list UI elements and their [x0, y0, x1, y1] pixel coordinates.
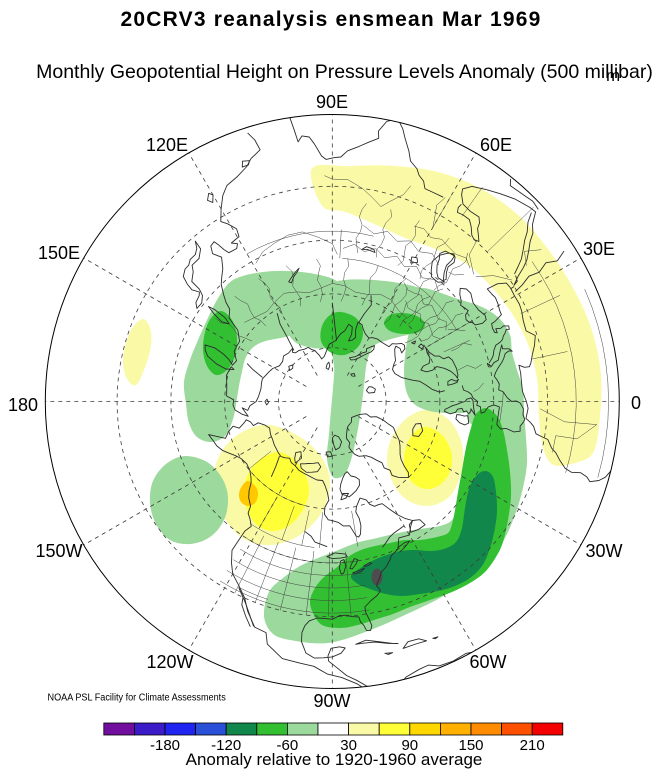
svg-text:0: 0	[631, 393, 641, 413]
svg-text:90W: 90W	[313, 691, 350, 711]
svg-text:-120: -120	[211, 737, 241, 754]
svg-text:120W: 120W	[146, 652, 193, 672]
svg-text:150: 150	[458, 737, 483, 754]
svg-text:150E: 150E	[38, 243, 80, 263]
svg-text:210: 210	[520, 737, 545, 754]
svg-text:Monthly Geopotential Height on: Monthly Geopotential Height on Pressure …	[36, 61, 653, 83]
svg-text:90: 90	[401, 737, 418, 754]
svg-text:60E: 60E	[480, 135, 512, 155]
svg-text:30E: 30E	[583, 239, 615, 259]
svg-text:m: m	[606, 66, 620, 85]
svg-text:-180: -180	[150, 737, 180, 754]
svg-text:30: 30	[340, 737, 357, 754]
svg-text:-60: -60	[277, 737, 299, 754]
svg-text:20CRV3 reanalysis ensmean Mar: 20CRV3 reanalysis ensmean Mar 1969	[121, 8, 542, 31]
svg-text:120E: 120E	[146, 135, 188, 155]
svg-text:Anomaly relative to 1920-1960: Anomaly relative to 1920-1960 average	[186, 750, 483, 769]
svg-text:90E: 90E	[316, 92, 348, 112]
svg-text:NOAA PSL Facility for Climate: NOAA PSL Facility for Climate Assessment…	[48, 692, 227, 703]
svg-text:60W: 60W	[469, 652, 506, 672]
svg-text:180: 180	[8, 395, 38, 415]
svg-text:30W: 30W	[585, 541, 622, 561]
svg-text:150W: 150W	[35, 541, 82, 561]
